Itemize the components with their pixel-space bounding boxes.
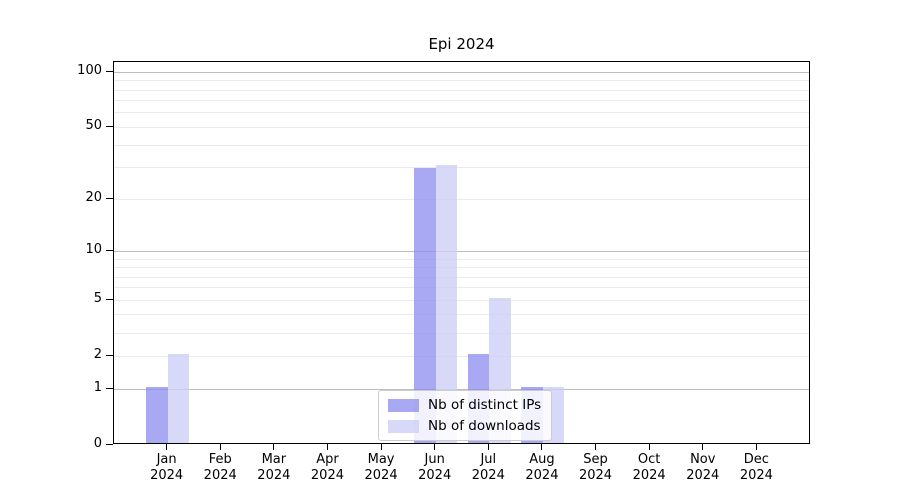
x-tick-mark	[595, 444, 597, 450]
downloads-bar-jun	[435, 165, 458, 443]
x-tick-label: Sep 2024	[578, 452, 613, 483]
legend-label: Nb of downloads	[428, 418, 541, 434]
gridline-minor	[114, 276, 809, 278]
gridline-minor	[114, 167, 809, 169]
gridline-minor	[114, 100, 809, 102]
y-tick-label: 20	[85, 189, 102, 205]
x-tick-mark	[326, 444, 328, 450]
bar-layer	[114, 62, 809, 443]
distinct-ips-legend-swatch	[388, 398, 419, 412]
legend-entry: Nb of distinct IPs	[388, 397, 541, 413]
gridline-minor	[114, 299, 809, 301]
legend-label: Nb of distinct IPs	[428, 397, 542, 413]
x-tick-mark	[487, 444, 489, 450]
gridline-minor	[114, 89, 809, 91]
legend-entry: Nb of downloads	[388, 418, 541, 434]
gridline-major	[114, 250, 809, 252]
gridline-major	[114, 71, 809, 73]
chart-title: Epi 2024	[428, 35, 495, 53]
x-tick-label: Aug 2024	[525, 452, 559, 483]
y-tick-mark	[106, 298, 113, 300]
y-tick-mark	[106, 443, 113, 445]
x-tick-label: Dec 2024	[739, 452, 773, 483]
x-tick-label: Oct 2024	[632, 452, 666, 483]
downloads-legend-swatch	[388, 419, 419, 433]
downloads-bar-jan	[167, 353, 190, 443]
y-tick-mark	[106, 70, 113, 72]
y-tick-mark	[106, 354, 113, 356]
distinct-ips-bar-jun	[414, 167, 436, 443]
x-tick-label: May 2024	[364, 452, 398, 483]
gridline-minor	[114, 258, 809, 260]
x-tick-label: Jan 2024	[150, 452, 184, 483]
gridline-minor	[114, 112, 809, 114]
gridline-minor	[114, 198, 809, 200]
y-tick-mark	[106, 125, 113, 127]
plot-area	[113, 61, 810, 444]
gridline-minor	[114, 355, 809, 357]
gridline-minor	[114, 144, 809, 146]
x-tick-label: Feb 2024	[203, 452, 237, 483]
y-tick-label: 1	[93, 379, 102, 395]
gridline-minor	[114, 80, 809, 82]
y-tick-label: 10	[85, 241, 102, 257]
gridline-minor	[114, 314, 809, 316]
y-tick-mark	[106, 387, 113, 389]
gridline-minor	[114, 267, 809, 268]
y-tick-label: 0	[93, 435, 102, 451]
x-tick-mark	[219, 444, 221, 450]
gridline-layer	[114, 62, 809, 443]
x-tick-mark	[380, 444, 382, 450]
x-tick-mark	[166, 444, 168, 450]
x-tick-label: Mar 2024	[257, 452, 291, 483]
x-tick-mark	[541, 444, 543, 450]
gridline-minor	[114, 126, 809, 128]
x-tick-label: Jul 2024	[471, 452, 505, 483]
x-tick-mark	[273, 444, 275, 450]
x-tick-mark	[434, 444, 436, 450]
y-tick-label: 50	[85, 117, 102, 133]
y-tick-mark	[106, 197, 113, 199]
x-tick-label: Jun 2024	[418, 452, 452, 483]
distinct-ips-bar-jan	[146, 386, 168, 443]
y-tick-label: 5	[93, 290, 102, 306]
y-tick-label: 2	[93, 346, 102, 362]
gridline-minor	[114, 287, 809, 289]
legend: Nb of distinct IPs Nb of downloads	[378, 390, 553, 441]
x-tick-label: Nov 2024	[686, 452, 720, 483]
x-tick-mark	[648, 444, 650, 450]
gridline-major	[114, 388, 809, 390]
x-tick-mark	[702, 444, 704, 450]
x-tick-mark	[755, 444, 757, 450]
gridline-minor	[114, 332, 809, 334]
x-tick-label: Apr 2024	[310, 452, 344, 483]
y-tick-mark	[106, 249, 113, 251]
y-tick-label: 100	[77, 62, 102, 78]
